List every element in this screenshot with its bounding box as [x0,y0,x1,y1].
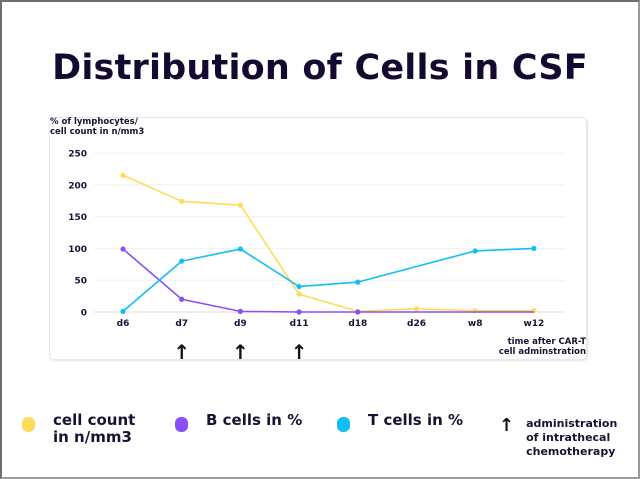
x-tick-label: d6 [117,319,130,329]
data-point [296,309,302,315]
data-point [179,198,185,204]
y-tick-label: 50 [74,277,87,287]
legend-item-chemotherapy: ↑ administration of intrathecal chemothe… [499,417,617,459]
x-tick-label: d11 [290,319,309,329]
series-line [122,174,534,313]
data-point [355,309,361,315]
data-point [531,245,537,251]
legend-label: cell count [53,411,136,429]
y-tick-label: 100 [68,245,87,255]
legend-label: T cells in % [368,411,464,429]
y-axis-label-line: % of lymphocytes/ [50,117,138,127]
y-tick-label: 200 [68,181,87,191]
y-tick-label: 150 [68,213,87,223]
legend-label: administration [526,417,618,430]
legend-label: B cells in % [206,411,303,429]
legend-label: of intrathecal [526,431,611,444]
x-tick-label: d26 [407,319,426,329]
up-arrow-icon: ↑ [232,340,249,364]
legend-swatch [175,417,188,432]
y-axis-label-line: cell count in n/mm3 [50,127,145,137]
chart-title: Distribution of Cells in CSF [52,48,588,88]
y-tick-label: 0 [81,309,87,319]
data-point [179,296,185,302]
legend-swatch [22,417,35,432]
up-arrow-icon: ↑ [499,415,515,436]
data-point [237,308,243,314]
legend-item-cell-count: cell count in n/mm3 [22,412,135,446]
data-point [472,248,478,254]
x-axis-label-line: time after CAR-T [507,337,586,347]
chart-card [49,117,587,360]
data-point [120,246,126,252]
legend-label: chemotherapy [526,445,616,458]
legend-swatch [337,417,350,432]
x-tick-label: d18 [348,319,367,329]
legend-item-b-cells: B cells in % [175,412,302,432]
y-axis-label: % of lymphocytes/ cell count in n/mm3 [50,117,144,137]
x-tick-label: w8 [468,319,483,329]
x-tick-label: d7 [175,319,188,329]
data-point [296,291,302,297]
x-axis-label: time after CAR-T cell adminstration [499,337,586,357]
up-arrow-icon: ↑ [291,340,308,364]
data-point [355,279,361,285]
data-point [237,246,243,252]
x-tick-label: w12 [523,319,544,329]
data-point [179,258,185,264]
data-point [296,283,302,290]
data-point [237,202,243,208]
x-axis-label-line: cell adminstration [498,347,586,357]
data-point [120,308,126,314]
data-point [120,172,126,178]
legend-item-t-cells: T cells in % [337,412,463,432]
data-point [413,306,420,312]
legend-label: in n/mm3 [53,428,132,446]
up-arrow-icon: ↑ [173,340,190,364]
y-tick-label: 250 [68,150,87,160]
x-tick-label: d9 [234,319,247,329]
